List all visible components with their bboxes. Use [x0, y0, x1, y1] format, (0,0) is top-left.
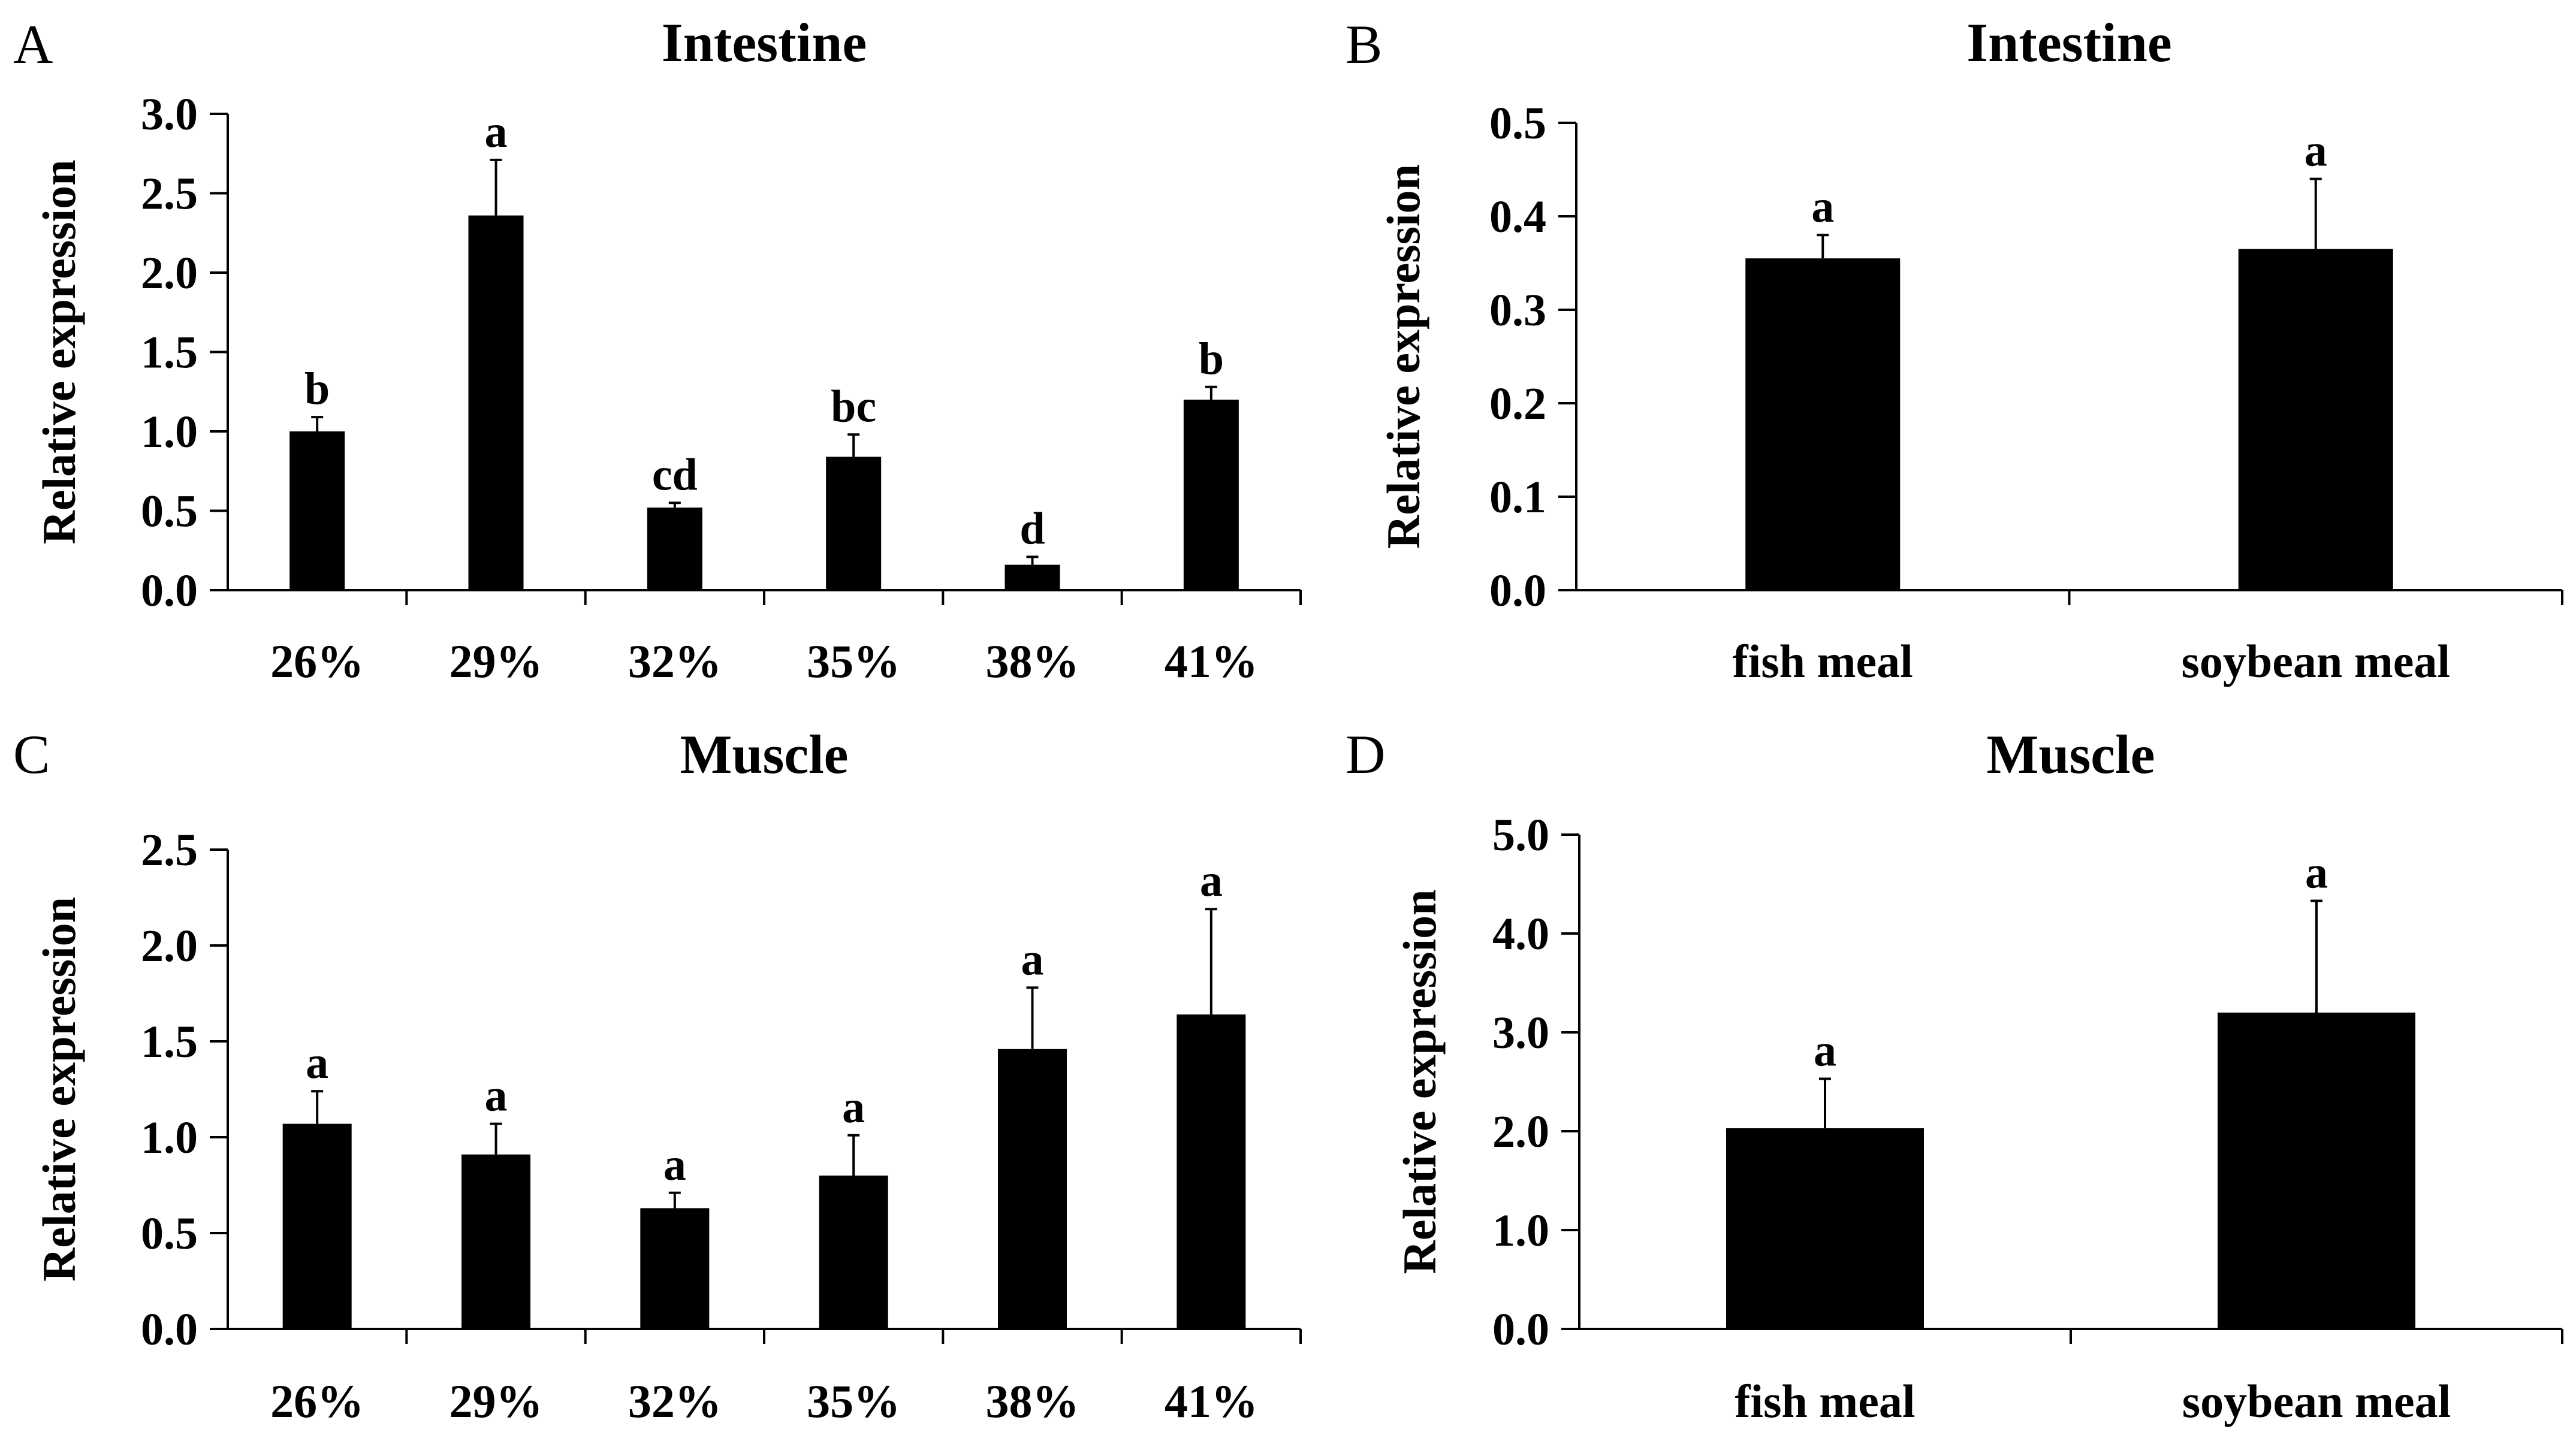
y-tick-label-c: 1.0: [141, 1113, 198, 1163]
category-label-c-5: 41%: [1165, 1375, 1258, 1427]
y-tick-label-a: 0.0: [141, 566, 198, 616]
sig-label-c-3: a: [842, 1082, 865, 1132]
sig-label-c-1: a: [485, 1071, 508, 1121]
y-tick-label-d: 1.0: [1492, 1206, 1549, 1256]
category-label-b-0: fish meal: [1733, 635, 1913, 687]
y-tick-label-b: 0.5: [1489, 98, 1546, 149]
chart-panel-a: A Intestine 0.0 0.5 1.0 1.5 2.0 2.5 3.0 Relative …: [13, 12, 1302, 687]
sig-label-a-5: b: [1199, 334, 1224, 384]
y-tick-label-a: 2.0: [141, 248, 198, 298]
bar-c-1: [461, 1154, 530, 1329]
y-tick-label-b: 0.4: [1489, 192, 1546, 242]
y-tick-label-d: 4.0: [1492, 909, 1549, 959]
y-axis-label-a: Relative expression: [33, 160, 85, 545]
chart-panel-b: B Intestine 0.0 0.1 0.2 0.3 0.4 0.5 Relative exp…: [1346, 12, 2563, 687]
bar-a-0: [289, 431, 345, 590]
chart-panel-c: C Muscle 0.0 0.5 1.0 1.5 2.0 2.5 Relative expres…: [13, 724, 1302, 1427]
y-tick-label-b: 0.1: [1489, 472, 1546, 522]
y-axis-label-c: Relative expression: [33, 897, 85, 1282]
y-tick-label-a: 1.5: [141, 328, 198, 378]
y-tick-label-a: 2.5: [141, 169, 198, 219]
category-label-a-3: 35%: [807, 635, 900, 687]
category-label-b-1: soybean meal: [2182, 635, 2451, 687]
bar-a-4: [1005, 564, 1060, 590]
y-tick-label-b: 0.0: [1489, 566, 1546, 616]
sig-label-a-0: b: [304, 364, 330, 414]
sig-label-b-1: a: [2304, 126, 2327, 176]
sig-label-d-1: a: [2305, 848, 2328, 898]
chart-title-c: Muscle: [680, 724, 848, 785]
y-tick-label-c: 0.5: [141, 1209, 198, 1259]
category-label-a-1: 29%: [450, 635, 543, 687]
sig-label-c-5: a: [1200, 856, 1223, 906]
panel-letter-b: B: [1346, 14, 1382, 75]
y-tick-label-c: 0.0: [141, 1304, 198, 1355]
category-label-c-0: 26%: [270, 1375, 364, 1427]
sig-label-a-2: cd: [652, 449, 698, 500]
sig-label-a-3: bc: [831, 381, 876, 431]
bar-a-2: [647, 507, 702, 590]
bar-c-2: [640, 1208, 710, 1329]
category-label-c-1: 29%: [450, 1375, 543, 1427]
y-axis-label-d: Relative expression: [1393, 890, 1446, 1274]
y-tick-label-d: 0.0: [1492, 1304, 1549, 1355]
category-label-a-4: 38%: [986, 635, 1079, 687]
category-label-d-0: fish meal: [1735, 1375, 1915, 1427]
sig-label-a-4: d: [1019, 503, 1045, 554]
sig-label-c-4: a: [1021, 934, 1044, 984]
sig-label-b-0: a: [1811, 182, 1834, 232]
y-tick-label-b: 0.2: [1489, 379, 1546, 429]
y-tick-label-c: 2.0: [141, 921, 198, 971]
bar-a-1: [468, 215, 524, 591]
chart-title-a: Intestine: [662, 12, 867, 73]
bar-d-0: [1726, 1128, 1924, 1329]
category-label-c-4: 38%: [986, 1375, 1079, 1427]
sig-label-c-0: a: [306, 1038, 328, 1088]
sig-label-a-1: a: [485, 107, 508, 157]
sig-label-d-0: a: [1814, 1026, 1836, 1076]
y-tick-label-c: 1.5: [141, 1017, 198, 1067]
bar-a-3: [826, 457, 882, 590]
chart-title-b: Intestine: [1966, 12, 2171, 73]
y-tick-label-b: 0.3: [1489, 285, 1546, 336]
y-tick-label-d: 2.0: [1492, 1107, 1549, 1157]
y-tick-label-d: 5.0: [1492, 810, 1549, 860]
bar-c-0: [282, 1123, 352, 1329]
chart-title-d: Muscle: [1986, 724, 2155, 785]
chart-panel-d: D Muscle 0.0 1.0 2.0 3.0 4.0 5.0 Relative expres…: [1346, 724, 2563, 1427]
bar-c-3: [819, 1176, 888, 1329]
bar-c-4: [998, 1049, 1067, 1329]
y-tick-label-a: 3.0: [141, 89, 198, 140]
category-label-c-2: 32%: [628, 1375, 722, 1427]
category-label-c-3: 35%: [807, 1375, 900, 1427]
y-tick-label-c: 2.5: [141, 825, 198, 875]
y-tick-label-d: 3.0: [1492, 1008, 1549, 1058]
category-label-a-0: 26%: [270, 635, 364, 687]
bar-c-5: [1177, 1014, 1246, 1329]
panel-letter-d: D: [1346, 724, 1385, 785]
y-tick-label-a: 1.0: [141, 407, 198, 457]
panel-letter-a: A: [13, 14, 53, 75]
category-label-d-1: soybean meal: [2182, 1375, 2451, 1427]
category-label-a-5: 41%: [1165, 635, 1258, 687]
panel-letter-c: C: [13, 724, 50, 785]
category-label-a-2: 32%: [628, 635, 722, 687]
y-tick-label-a: 0.5: [141, 487, 198, 537]
bar-d-1: [2218, 1013, 2415, 1329]
sig-label-c-2: a: [663, 1140, 686, 1190]
bar-b-1: [2238, 249, 2393, 591]
bar-a-5: [1183, 400, 1239, 590]
y-axis-label-b: Relative expression: [1377, 164, 1429, 549]
bar-b-0: [1745, 258, 1901, 590]
